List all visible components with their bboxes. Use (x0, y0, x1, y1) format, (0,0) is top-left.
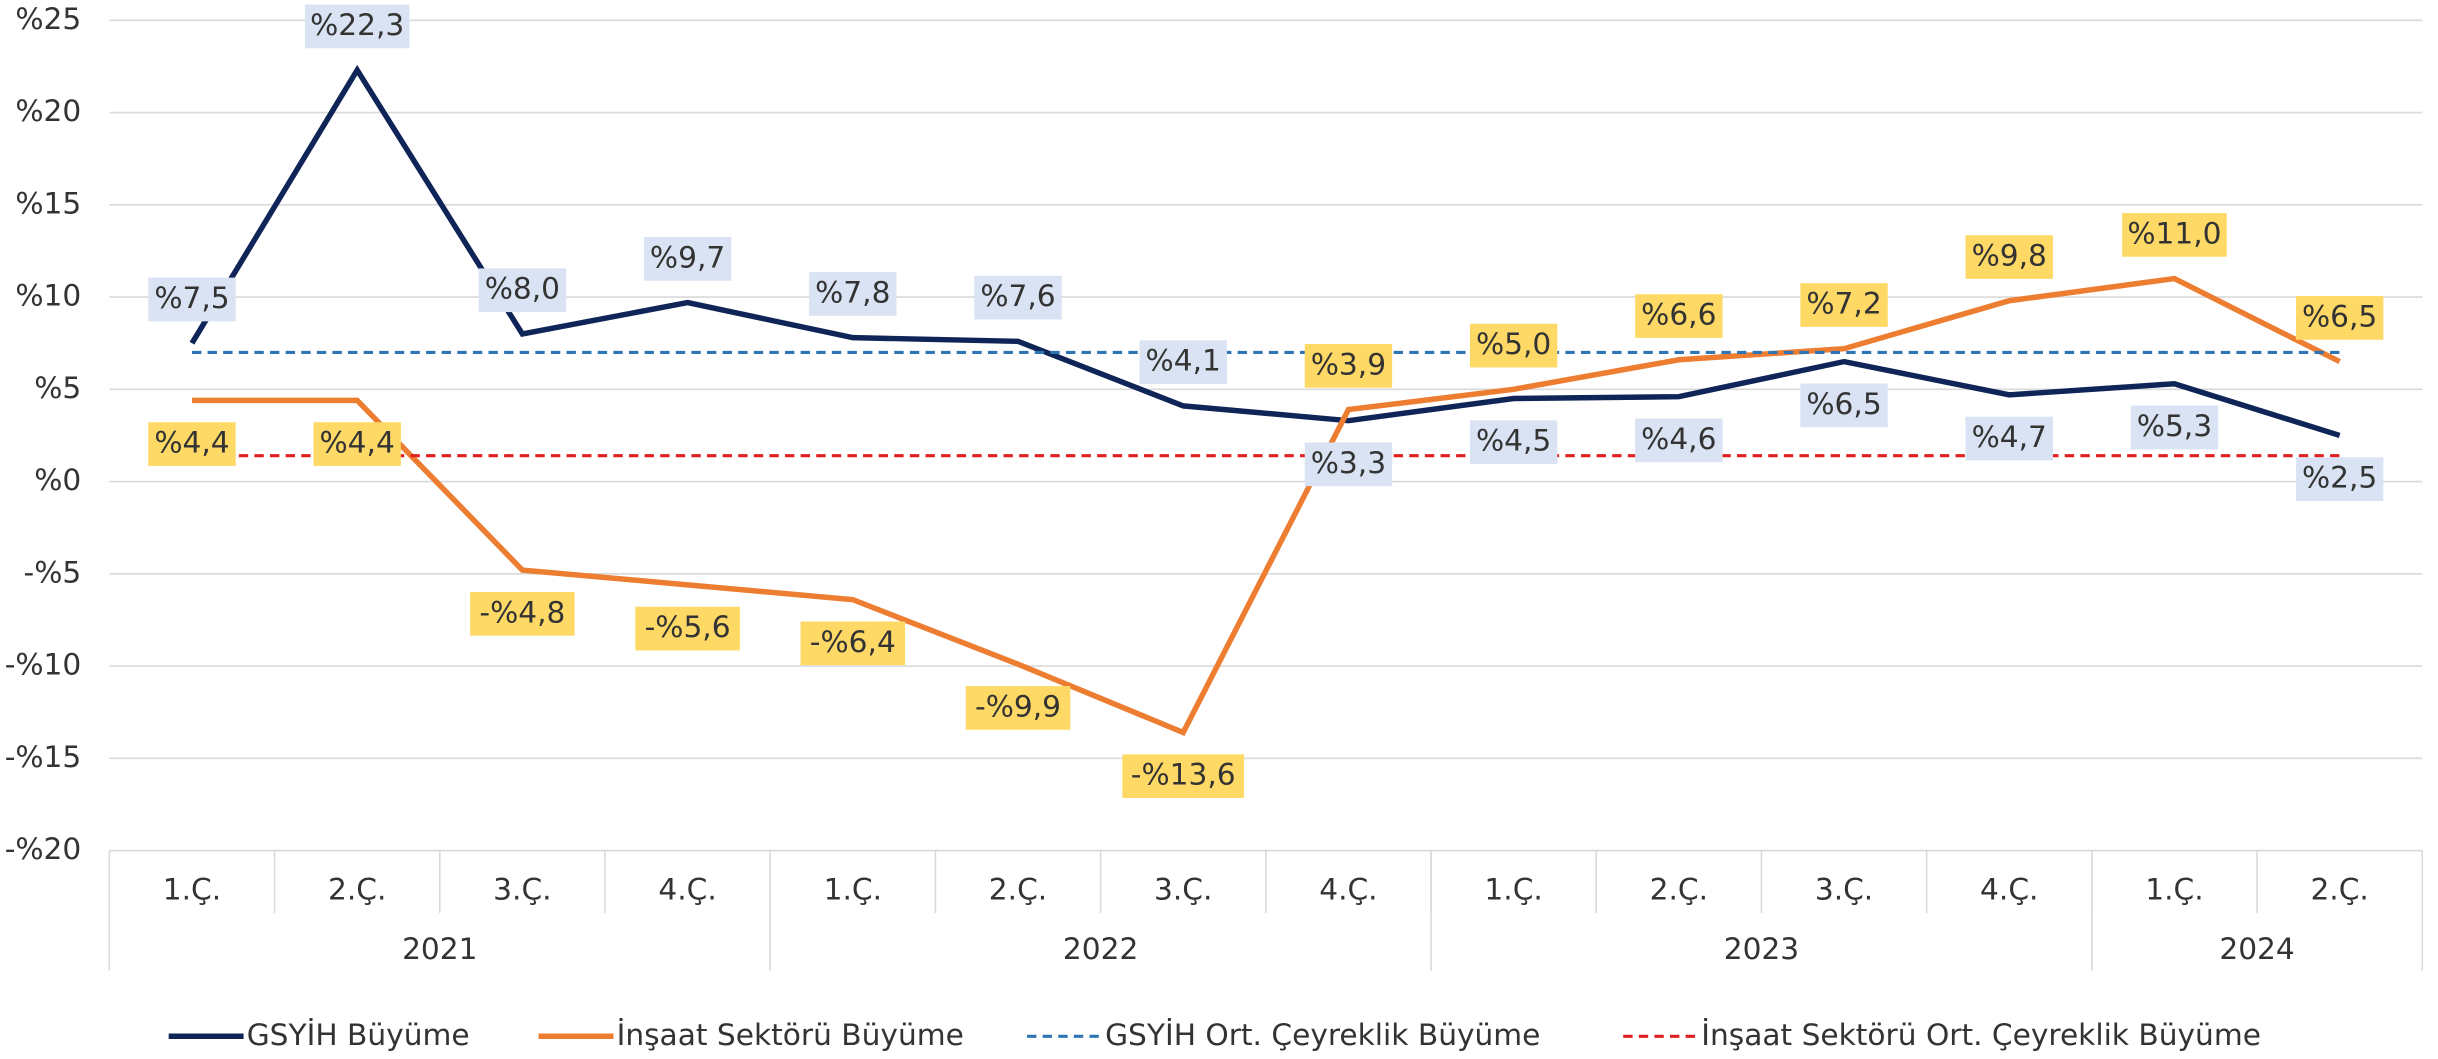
x-tick-label: 3.Ç. (1815, 872, 1873, 907)
data-label-box (1800, 383, 1888, 428)
data-label: %5,0 (1476, 326, 1551, 361)
data-label-box (148, 422, 236, 466)
data-label-box (1469, 323, 1558, 368)
series-line (189, 64, 2341, 439)
data-label-box (1635, 294, 1723, 338)
data-label: %4,4 (320, 425, 395, 460)
x-tick-label: 2.Ç. (1650, 872, 1708, 907)
x-tick-label: 2.Ç. (328, 872, 386, 907)
data-label: -%5,6 (645, 609, 731, 644)
data-label: -%4,8 (479, 594, 565, 629)
y-tick-label: %10 (15, 278, 81, 313)
y-tick-label: %5 (34, 370, 81, 405)
data-label-box (1304, 442, 1393, 487)
series-line (191, 275, 2341, 736)
x-tick-label: 1.Ç. (163, 872, 221, 907)
y-tick-label: -%10 (5, 647, 82, 682)
x-tick-label: 2.Ç. (2310, 872, 2368, 907)
data-label: -%13,6 (1131, 757, 1236, 792)
data-label: %11,0 (2127, 215, 2221, 250)
y-tick-label: %15 (15, 185, 81, 220)
x-group-label: 2024 (2219, 931, 2294, 966)
data-label: %6,5 (2302, 298, 2377, 333)
data-label-box (643, 237, 732, 281)
data-label: %7,5 (154, 280, 229, 315)
data-label: %4,5 (1476, 423, 1551, 458)
data-label-box (965, 686, 1071, 730)
x-tick-label: 4.Ç. (658, 872, 716, 907)
data-label: %3,9 (1311, 346, 1386, 381)
data-label-box (470, 591, 575, 636)
y-tick-label: %0 (34, 462, 81, 497)
data-label: %5,3 (2137, 408, 2212, 443)
data-label-box (800, 621, 906, 666)
x-tick-label: 2.Ç. (989, 872, 1047, 907)
x-tick-label: 1.Ç. (2145, 872, 2203, 907)
data-label: %7,2 (1806, 286, 1881, 321)
data-label: %22,3 (310, 7, 404, 42)
data-label: %4,7 (1972, 419, 2047, 454)
data-label-box (148, 277, 236, 322)
data-label-box (1122, 754, 1245, 799)
x-tick-label: 3.Ç. (493, 872, 551, 907)
data-label: -%6,4 (810, 624, 896, 659)
data-label: %7,8 (815, 274, 890, 309)
data-label-box (2130, 405, 2219, 450)
data-label: %4,4 (154, 425, 229, 460)
data-label: %8,0 (485, 271, 560, 306)
data-label: %9,8 (1972, 238, 2047, 273)
data-label-box (2122, 213, 2227, 257)
data-label-box (809, 272, 897, 316)
data-label: -%9,9 (975, 688, 1061, 723)
x-group-label: 2022 (1063, 931, 1138, 966)
y-tick-label: %25 (15, 1, 81, 36)
legend-label: İnşaat Sektörü Büyüme (617, 1017, 964, 1052)
data-label-box (1965, 416, 2053, 461)
data-label-box (304, 4, 410, 49)
data-label: %7,6 (980, 278, 1055, 313)
legend-label: GSYİH Ort. Çeyreklik Büyüme (1105, 1017, 1540, 1052)
x-tick-label: 4.Ç. (1980, 872, 2038, 907)
y-tick-label: -%15 (5, 739, 82, 774)
x-tick-label: 1.Ç. (824, 872, 882, 907)
data-label: %6,6 (1641, 297, 1716, 332)
data-label-box (313, 422, 401, 466)
y-tick-label: %20 (15, 93, 81, 128)
x-group-label: 2021 (402, 931, 477, 966)
data-label: %3,3 (1311, 445, 1386, 480)
y-tick-label: -%5 (24, 554, 82, 589)
data-label-box (1800, 283, 1888, 327)
data-label-box (1304, 344, 1393, 388)
x-group-label: 2023 (1724, 931, 1799, 966)
y-tick-label: -%20 (5, 831, 82, 866)
data-label: %4,6 (1641, 421, 1716, 456)
x-tick-label: 1.Ç. (1484, 872, 1542, 907)
data-label: %4,1 (1146, 343, 1221, 378)
data-label-box (635, 606, 740, 651)
data-label: %2,5 (2302, 460, 2377, 495)
data-label-box (478, 268, 567, 313)
x-tick-label: 3.Ç. (1154, 872, 1212, 907)
data-label-box (974, 275, 1062, 320)
data-label-box (1635, 418, 1723, 463)
legend-label: GSYİH Büyüme (247, 1017, 470, 1052)
data-label-box (1469, 420, 1558, 465)
data-label-box (1139, 340, 1227, 385)
data-label-box (2295, 457, 2384, 501)
data-label-box (1965, 235, 2053, 279)
data-label-box (2295, 296, 2384, 340)
data-label: %6,5 (1806, 386, 1881, 421)
data-label: %9,7 (650, 239, 725, 274)
x-tick-label: 4.Ç. (1319, 872, 1377, 907)
legend-label: İnşaat Sektörü Ort. Çeyreklik Büyüme (1701, 1017, 2261, 1052)
